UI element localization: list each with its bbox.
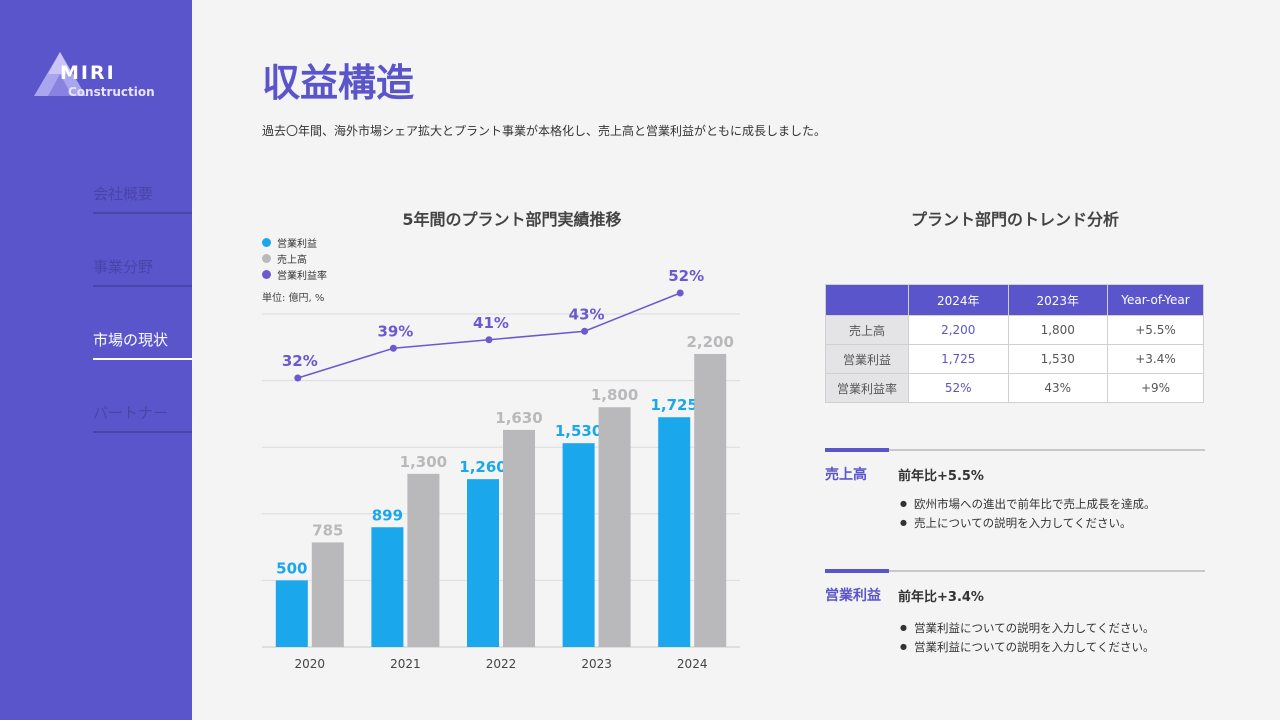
op-profit-bar bbox=[275, 580, 308, 647]
logo-triangle-icon bbox=[34, 52, 86, 96]
legend-item: 営業利益 bbox=[262, 234, 327, 250]
row-header: 営業利益 bbox=[825, 344, 909, 374]
trend-table: 2024年 2023年 Year-of-Year 売上高 2,200 1,800 +5… bbox=[825, 284, 1204, 403]
margin-point bbox=[389, 344, 397, 352]
margin-data-label: 52% bbox=[668, 267, 704, 285]
table-row: 営業利益率 52% 43% +9% bbox=[825, 373, 1204, 403]
sales-bar bbox=[503, 429, 535, 647]
margin-point bbox=[294, 374, 302, 382]
bar-data-label: 899 bbox=[372, 506, 403, 524]
x-tick-label: 2022 bbox=[486, 657, 517, 671]
table-cell: +9% bbox=[1107, 373, 1204, 403]
op-profit-bar bbox=[562, 443, 595, 647]
logo: MIRI Construction bbox=[34, 52, 174, 102]
table-header: 2023年 bbox=[1007, 284, 1108, 316]
chart-title: 5年間のプラント部門実績推移 bbox=[402, 210, 622, 229]
table-header-row: 2024年 2023年 Year-of-Year bbox=[825, 284, 1204, 316]
margin-data-label: 39% bbox=[377, 322, 413, 340]
bar-data-label: 785 bbox=[312, 521, 343, 539]
page-subtitle: 過去〇年間、海外市場シェア拡大とプラント事業が本格化し、売上高と営業利益がともに… bbox=[262, 124, 827, 138]
legend-dot-icon bbox=[262, 253, 271, 263]
trend-title: プラント部門のトレンド分析 bbox=[910, 210, 1119, 229]
op-profit-bar bbox=[658, 417, 691, 647]
bullet-item: 営業利益についての説明を入力してください。 bbox=[900, 620, 1154, 639]
section-yoy-sales: 前年比+5.5% bbox=[898, 469, 984, 484]
sales-bar bbox=[694, 353, 727, 647]
chart-legend: 営業利益 売上高 営業利益率 bbox=[262, 234, 327, 282]
x-tick-label: 2024 bbox=[677, 657, 708, 671]
section-divider bbox=[825, 569, 1205, 573]
row-header: 営業利益率 bbox=[825, 373, 909, 403]
table-header bbox=[825, 284, 909, 316]
row-header: 売上高 bbox=[825, 315, 909, 345]
page-title: 収益構造 bbox=[262, 61, 415, 105]
x-tick-label: 2020 bbox=[295, 657, 326, 671]
bar-data-label: 1,800 bbox=[591, 386, 638, 404]
bar-line-chart: 2020 500 785 2021 899 1,300 2022 1,260 1,630 2023… bbox=[262, 267, 740, 671]
logo-subtitle: Construction bbox=[68, 85, 155, 99]
bullet-item: 売上についての説明を入力してください。 bbox=[900, 515, 1155, 534]
bar-data-label: 1,300 bbox=[400, 453, 447, 471]
table-header: 2024年 bbox=[908, 284, 1009, 316]
table-row: 営業利益 1,725 1,530 +3.4% bbox=[825, 344, 1204, 374]
op-profit-bar bbox=[467, 479, 499, 647]
bar-data-label: 2,200 bbox=[686, 333, 733, 351]
table-row: 売上高 2,200 1,800 +5.5% bbox=[825, 315, 1204, 345]
bar-data-label: 1,260 bbox=[459, 458, 506, 476]
nav-business-fields[interactable]: 事業分野 bbox=[93, 256, 192, 287]
legend-label: 営業利益率 bbox=[277, 270, 327, 282]
table-cell: 1,800 bbox=[1007, 315, 1108, 345]
legend-label: 営業利益 bbox=[277, 238, 317, 250]
legend-dot-icon bbox=[262, 237, 271, 247]
nav-market-status[interactable]: 市場の現状 bbox=[93, 329, 192, 360]
bar-data-label: 1,630 bbox=[495, 409, 542, 427]
legend-dot-icon bbox=[262, 269, 271, 279]
table-cell: 1,725 bbox=[908, 344, 1009, 374]
section-divider bbox=[825, 448, 1205, 452]
nav-partners[interactable]: パートナー bbox=[93, 402, 192, 433]
margin-point bbox=[676, 289, 684, 297]
table-cell: +5.5% bbox=[1107, 315, 1204, 345]
sales-bar bbox=[311, 542, 344, 647]
sales-bar bbox=[407, 473, 440, 647]
legend-label: 売上高 bbox=[277, 254, 307, 266]
table-cell: +3.4% bbox=[1107, 344, 1204, 374]
op-profit-bar bbox=[371, 527, 404, 647]
x-tick-label: 2023 bbox=[581, 657, 612, 671]
bar-data-label: 1,530 bbox=[555, 422, 602, 440]
margin-data-label: 43% bbox=[569, 305, 605, 323]
nav-company-overview[interactable]: 会社概要 bbox=[93, 183, 192, 214]
bullet-item: 欧州市場への進出で前年比で売上成長を達成。 bbox=[900, 496, 1156, 515]
chart-unit: 単位: 億円, % bbox=[262, 293, 325, 304]
table-cell: 43% bbox=[1007, 373, 1108, 403]
margin-data-label: 41% bbox=[473, 314, 509, 332]
bullet-item: 営業利益についての説明を入力してください。 bbox=[900, 639, 1154, 658]
margin-point bbox=[485, 336, 493, 344]
section-label-op-profit: 営業利益 bbox=[825, 588, 881, 604]
table-cell: 52% bbox=[908, 373, 1009, 403]
section-bullets-op-profit: 営業利益についての説明を入力してください。 営業利益についての説明を入力してくだ… bbox=[900, 620, 1154, 658]
margin-line bbox=[297, 292, 681, 379]
sales-bar bbox=[598, 407, 631, 647]
sidebar: MIRI Construction 会社概要 事業分野 市場の現状 パートナー bbox=[0, 0, 192, 720]
legend-item: 売上高 bbox=[262, 250, 327, 266]
section-yoy-op-profit: 前年比+3.4% bbox=[898, 590, 984, 605]
margin-point bbox=[581, 327, 589, 335]
x-tick-label: 2021 bbox=[390, 657, 421, 671]
section-bullets-sales: 欧州市場への進出で前年比で売上成長を達成。 売上についての説明を入力してください… bbox=[900, 496, 1156, 534]
margin-data-label: 32% bbox=[282, 352, 318, 370]
table-cell: 1,530 bbox=[1007, 344, 1108, 374]
legend-item: 営業利益率 bbox=[262, 266, 327, 282]
section-label-sales: 売上高 bbox=[825, 467, 867, 483]
logo-name: MIRI bbox=[60, 62, 116, 84]
table-cell: 2,200 bbox=[908, 315, 1009, 345]
table-header: Year-of-Year bbox=[1107, 284, 1204, 316]
bar-data-label: 1,725 bbox=[650, 396, 697, 414]
bar-data-label: 500 bbox=[276, 559, 307, 577]
